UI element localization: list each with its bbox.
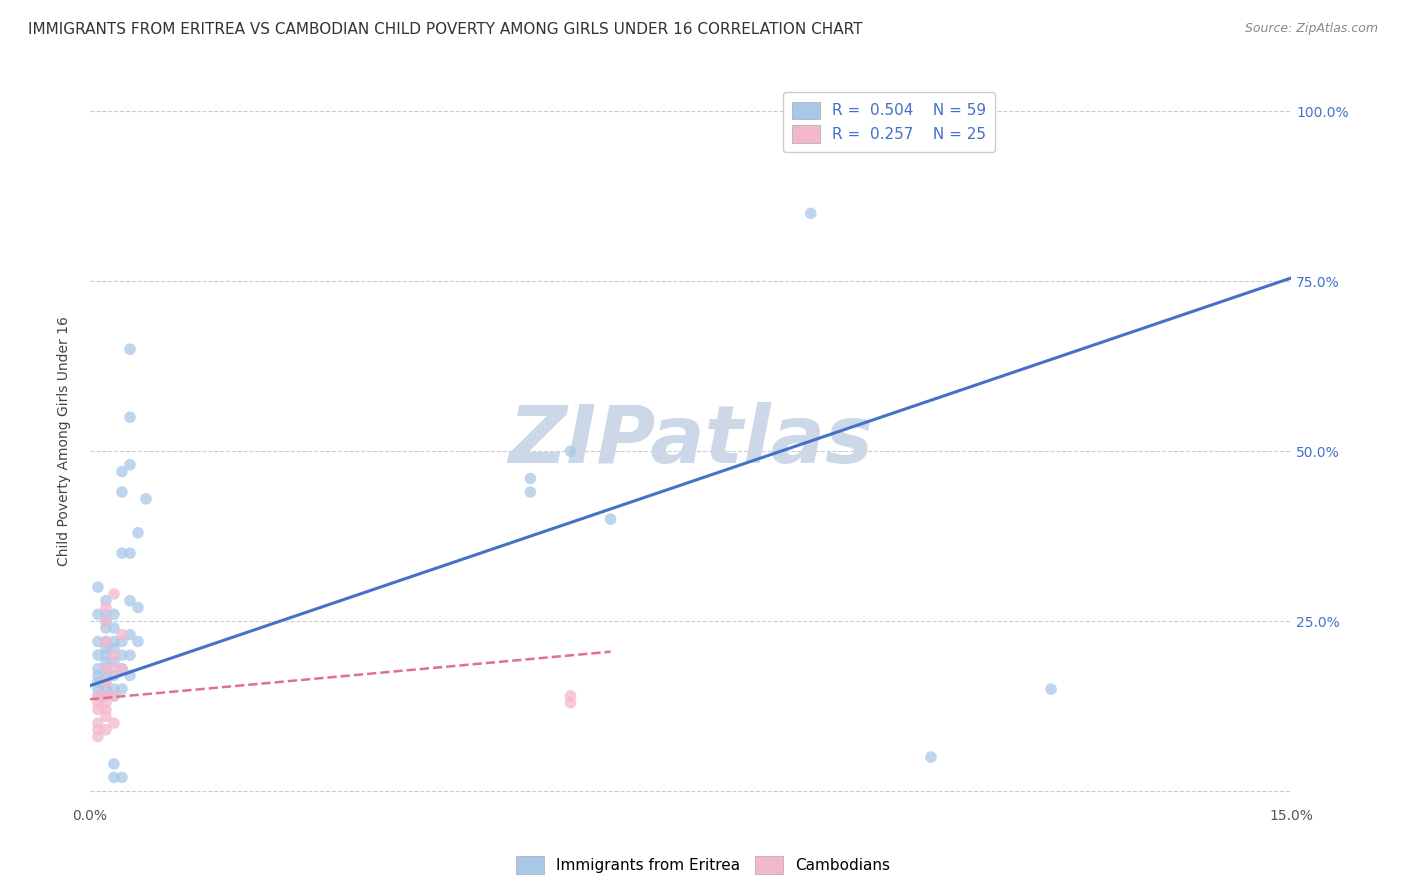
Point: [111, 662, 134, 676]
Y-axis label: Child Poverty Among Girls Under 16: Child Poverty Among Girls Under 16: [58, 316, 72, 566]
Text: Source: ZipAtlas.com: Source: ZipAtlas.com: [1244, 22, 1378, 36]
Point: [111, 682, 134, 697]
Point: [111, 662, 134, 676]
Point: [111, 634, 134, 648]
Point: [103, 655, 125, 669]
Point: [800, 206, 823, 220]
Point: [111, 628, 134, 642]
Point: [118, 628, 141, 642]
Point: [87, 689, 110, 703]
Point: [94, 709, 117, 723]
Point: [103, 641, 125, 656]
Point: [94, 593, 117, 607]
Point: [94, 668, 117, 682]
Point: [103, 648, 125, 662]
Point: [87, 634, 110, 648]
Point: [103, 662, 125, 676]
Legend: R =  0.504    N = 59, R =  0.257    N = 25: R = 0.504 N = 59, R = 0.257 N = 25: [783, 93, 995, 153]
Point: [94, 675, 117, 690]
Point: [87, 607, 110, 622]
Point: [94, 621, 117, 635]
Point: [94, 614, 117, 628]
Point: [111, 465, 134, 479]
Point: [111, 771, 134, 785]
Point: [94, 607, 117, 622]
Point: [94, 648, 117, 662]
Point: [87, 648, 110, 662]
Point: [519, 485, 541, 500]
Point: [103, 668, 125, 682]
Text: IMMIGRANTS FROM ERITREA VS CAMBODIAN CHILD POVERTY AMONG GIRLS UNDER 16 CORRELAT: IMMIGRANTS FROM ERITREA VS CAMBODIAN CHI…: [28, 22, 863, 37]
Point: [118, 593, 141, 607]
Point: [94, 655, 117, 669]
Point: [87, 689, 110, 703]
Point: [94, 634, 117, 648]
Point: [94, 641, 117, 656]
Point: [519, 471, 541, 485]
Point: [103, 756, 125, 771]
Point: [1040, 682, 1063, 697]
Point: [94, 662, 117, 676]
Text: ZIPatlas: ZIPatlas: [508, 402, 873, 480]
Point: [94, 675, 117, 690]
Point: [103, 634, 125, 648]
Point: [127, 600, 149, 615]
Point: [94, 702, 117, 716]
Point: [103, 689, 125, 703]
Point: [127, 525, 149, 540]
Point: [111, 546, 134, 560]
Point: [87, 675, 110, 690]
Point: [118, 410, 141, 425]
Point: [87, 668, 110, 682]
Point: [135, 491, 157, 506]
Point: [111, 648, 134, 662]
Point: [118, 668, 141, 682]
Point: [94, 614, 117, 628]
Point: [127, 634, 149, 648]
Point: [118, 648, 141, 662]
Point: [118, 458, 141, 472]
Point: [118, 343, 141, 357]
Point: [103, 689, 125, 703]
Point: [94, 682, 117, 697]
Point: [87, 580, 110, 594]
Point: [87, 730, 110, 744]
Point: [87, 723, 110, 737]
Point: [94, 689, 117, 703]
Point: [103, 607, 125, 622]
Point: [94, 634, 117, 648]
Point: [94, 696, 117, 710]
Point: [103, 587, 125, 601]
Point: [103, 771, 125, 785]
Point: [94, 662, 117, 676]
Point: [94, 689, 117, 703]
Point: [94, 600, 117, 615]
Point: [87, 682, 110, 697]
Point: [560, 444, 582, 458]
Point: [103, 716, 125, 731]
Point: [111, 485, 134, 500]
Point: [103, 682, 125, 697]
Point: [87, 702, 110, 716]
Point: [94, 723, 117, 737]
Point: [87, 696, 110, 710]
Point: [103, 621, 125, 635]
Point: [87, 716, 110, 731]
Legend: Immigrants from Eritrea, Cambodians: Immigrants from Eritrea, Cambodians: [510, 850, 896, 880]
Point: [87, 662, 110, 676]
Point: [118, 546, 141, 560]
Point: [599, 512, 621, 526]
Point: [560, 696, 582, 710]
Point: [560, 689, 582, 703]
Point: [920, 750, 942, 764]
